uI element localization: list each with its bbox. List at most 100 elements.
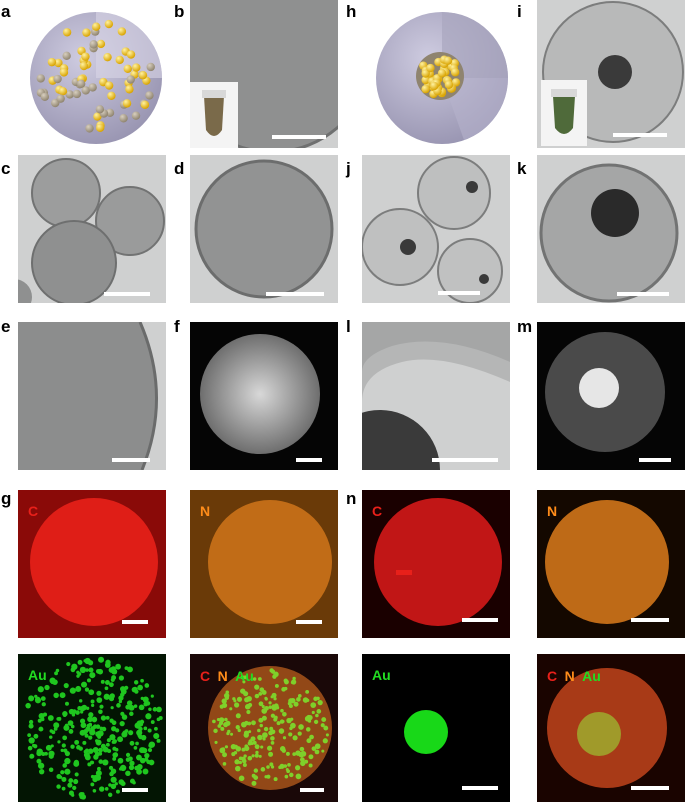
panel-label-e: e — [1, 317, 11, 336]
au-signal-pixel — [156, 717, 161, 722]
au-signal-pixel — [61, 743, 66, 748]
scale-bar — [122, 788, 148, 792]
au-signal-pixel — [108, 792, 113, 798]
au-signal-pixel — [92, 724, 98, 729]
au-signal-pixel — [291, 725, 295, 729]
haadf-stem-image-sphere — [190, 322, 338, 470]
eds-map-carbon: C — [18, 490, 166, 638]
au-signal-pixel — [64, 701, 69, 706]
au-signal-pixel — [247, 755, 253, 761]
au-signal-pixel — [62, 713, 67, 718]
au-signal-pixel — [33, 733, 39, 739]
au-signal-pixel — [251, 720, 256, 726]
au-signal-pixel — [258, 754, 262, 758]
panel-label-m: m — [517, 317, 533, 336]
au-signal-pixel — [48, 767, 54, 773]
au-signal-pixel — [79, 666, 87, 674]
au-signal-pixel — [96, 697, 103, 703]
au-signal-pixel — [143, 701, 149, 707]
au-signal-pixel — [117, 736, 124, 743]
au-signal-pixel — [244, 744, 249, 749]
eds-map-overlay: C N Au — [190, 654, 338, 802]
au-signal-pixel — [60, 748, 64, 752]
au-signal-pixel — [110, 768, 117, 775]
au-signal-pixel — [100, 679, 105, 684]
au-signal-pixel — [74, 772, 79, 777]
au-signal-pixel — [84, 733, 89, 738]
au-signal-pixel — [100, 715, 107, 721]
au-signal-pixel — [284, 774, 289, 779]
au-signal-pixel — [37, 686, 44, 693]
nanoparticle — [145, 91, 154, 100]
nanoparticle — [437, 69, 447, 78]
nanoparticle — [426, 63, 435, 73]
au-signal-pixel — [91, 703, 95, 708]
nanoparticle — [58, 87, 68, 96]
tem-image-multiple-yolk-shells — [362, 155, 510, 303]
tem-image-multiple-spheres — [18, 155, 166, 303]
au-signal-pixel — [114, 747, 119, 752]
au-signal-pixel — [92, 788, 97, 793]
au-signal-pixel — [33, 744, 38, 749]
au-signal-pixel — [89, 672, 96, 679]
au-signal-pixel — [150, 720, 155, 724]
nanoparticle — [132, 63, 141, 72]
nanoparticle — [95, 105, 105, 114]
nanoparticle — [59, 68, 69, 77]
au-signal-pixel — [41, 751, 46, 756]
au-signal-pixel — [259, 723, 263, 728]
au-signal-pixel — [133, 680, 139, 685]
au-signal-pixel — [40, 696, 46, 701]
au-signal-pixel — [285, 751, 290, 756]
au-signal-pixel — [320, 723, 325, 728]
au-signal-pixel — [101, 726, 107, 732]
au-signal-pixel — [222, 762, 227, 766]
au-signal-pixel — [136, 768, 142, 775]
au-signal-pixel — [118, 675, 125, 681]
au-signal-pixel — [254, 753, 259, 758]
au-signal-pixel — [224, 695, 230, 700]
au-signal-pixel — [218, 721, 224, 726]
au-signal-pixel — [132, 780, 136, 785]
au-signal-pixel — [269, 762, 274, 767]
nanoparticle — [53, 74, 62, 84]
au-signal-pixel — [140, 696, 144, 700]
au-signal-pixel — [136, 763, 143, 770]
au-signal-pixel — [121, 714, 128, 720]
au-signal-pixel — [121, 731, 128, 738]
au-signal-pixel — [127, 666, 133, 673]
nanoparticle — [126, 50, 136, 59]
scale-bar — [631, 786, 669, 790]
au-signal-pixel — [276, 721, 281, 726]
panel-label-k: k — [517, 159, 527, 178]
au-signal-pixel — [136, 754, 142, 761]
au-signal-pixel — [95, 668, 101, 674]
au-signal-pixel — [294, 765, 301, 771]
schematic-dispersed-nanoparticles — [18, 6, 168, 148]
au-signal-pixel — [68, 729, 74, 734]
au-signal-pixel — [53, 692, 59, 699]
au-signal-pixel — [293, 701, 299, 707]
au-signal-pixel — [295, 773, 302, 780]
au-signal-pixel — [45, 744, 52, 751]
au-signal-pixel — [80, 794, 87, 800]
au-signal-pixel — [53, 726, 58, 731]
au-signal-pixel — [289, 772, 294, 778]
au-signal-pixel — [292, 735, 298, 741]
au-signal-pixel — [250, 742, 254, 746]
au-signal-pixel — [243, 675, 248, 680]
au-signal-pixel — [75, 685, 82, 692]
nanoparticle — [103, 52, 112, 62]
nanoparticle — [81, 52, 90, 61]
scale-bar — [639, 458, 671, 462]
au-signal-pixel — [270, 741, 275, 745]
au-signal-pixel — [84, 657, 91, 665]
nanoparticle — [79, 61, 89, 71]
scale-bar — [122, 620, 148, 624]
nanoparticle — [451, 78, 461, 87]
au-signal-pixel — [321, 717, 327, 722]
au-signal-pixel — [307, 719, 312, 723]
au-signal-pixel — [104, 747, 109, 752]
au-signal-pixel — [302, 697, 309, 703]
au-signal-pixel — [108, 682, 114, 688]
